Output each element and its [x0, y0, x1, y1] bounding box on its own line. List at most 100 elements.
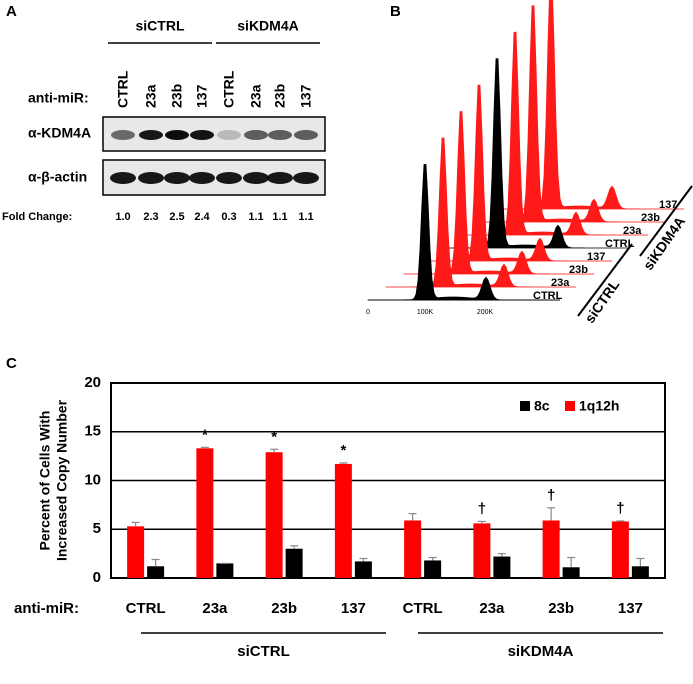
legend-label: 1q12h [579, 398, 619, 414]
bar [562, 567, 580, 578]
trace-label: 23a [551, 277, 570, 289]
blot-band [165, 130, 189, 140]
fold-change-label: Fold Change: [2, 211, 72, 223]
blot-band [111, 130, 135, 140]
histogram-trace [493, 0, 684, 210]
bar [631, 566, 649, 578]
trace-label: 23b [569, 264, 588, 276]
annotation: * [340, 442, 346, 459]
bar [611, 521, 629, 578]
plot-frame [110, 382, 666, 579]
fold-change: 1.1 [298, 211, 313, 223]
x-tick-label: 200K [477, 309, 494, 316]
group-label: siCTRL [237, 643, 290, 660]
bar [285, 548, 303, 578]
blot-band [164, 172, 190, 184]
blot-band [217, 130, 241, 140]
fold-change: 0.3 [221, 211, 236, 223]
group-line [577, 243, 633, 317]
lane-label: 137 [298, 84, 314, 108]
group-label: siCTRL [136, 18, 185, 34]
legend-label: 8c [534, 398, 550, 414]
bar [196, 448, 214, 578]
bar [473, 523, 491, 578]
blot-label: α-KDM4A [28, 125, 91, 141]
fold-change: 2.5 [169, 211, 184, 223]
blot-band [244, 130, 268, 140]
y-tick-label: 15 [84, 423, 101, 440]
lane-label: 23a [248, 84, 264, 108]
group-label: siKDM4A [508, 643, 574, 660]
x-tick-label: 100K [417, 309, 434, 316]
legend-swatch [565, 401, 575, 411]
blot-band [110, 172, 136, 184]
group-label: siKDM4A [237, 18, 298, 34]
trace-label: 23a [623, 225, 642, 237]
x-tick-label: 23b [548, 600, 574, 617]
bar [404, 520, 422, 578]
y-tick-label: 10 [84, 471, 101, 488]
panel-letter: C [6, 355, 17, 372]
x-tick-label: 23a [479, 600, 505, 617]
annotation: † [616, 500, 624, 517]
row-label: anti-miR: [28, 90, 89, 106]
error-bar [547, 507, 556, 521]
panel-letter: B [390, 3, 401, 20]
lane-label: 23b [272, 84, 288, 108]
lane-label: CTRL [115, 70, 131, 108]
histogram-trace [475, 5, 666, 223]
error-bar [200, 446, 209, 449]
fold-change: 2.3 [143, 211, 158, 223]
y-tick-label: 5 [93, 520, 101, 537]
trace-label: 137 [587, 251, 605, 263]
group-line [639, 185, 693, 257]
x-tick-label: 137 [618, 600, 643, 617]
error-bar [131, 521, 140, 527]
x-tick-label: 0 [366, 309, 370, 316]
bar [265, 452, 283, 578]
x-tick-label: CTRL [403, 600, 443, 617]
bar [354, 561, 372, 578]
y-axis-label: Percent of Cells With [37, 411, 53, 551]
bar [493, 556, 511, 578]
error-bar [408, 513, 417, 521]
annotation: * [271, 428, 277, 445]
bar [147, 566, 165, 578]
error-bar [270, 448, 279, 453]
blot-label: α-β-actin [28, 169, 87, 185]
blot-band [268, 130, 292, 140]
x-tick-label: 23a [202, 600, 228, 617]
lane-label: 23a [143, 84, 159, 108]
lane-label: 23b [169, 84, 185, 108]
error-bar [359, 557, 368, 562]
annotation: * [202, 426, 208, 443]
y-tick-label: 20 [84, 374, 101, 391]
bar [424, 560, 442, 578]
blot-band [139, 130, 163, 140]
lane-label: 137 [194, 84, 210, 108]
error-bar [567, 556, 576, 568]
error-bar [477, 520, 486, 524]
bar [542, 520, 560, 578]
blot-band [267, 172, 293, 184]
error-bar [151, 558, 160, 567]
blot-band [216, 172, 242, 184]
blot-band [243, 172, 269, 184]
bar [334, 463, 352, 578]
trace-label: CTRL [533, 290, 563, 302]
lane-label: CTRL [221, 70, 237, 108]
blot-band [190, 130, 214, 140]
legend-swatch [520, 401, 530, 411]
y-tick-label: 0 [93, 569, 101, 586]
bar [127, 526, 145, 578]
trace-label: CTRL [605, 238, 635, 250]
fold-change: 1.1 [272, 211, 287, 223]
row-label: anti-miR: [14, 600, 79, 617]
annotation: † [478, 500, 486, 517]
trace-label: 23b [641, 212, 660, 224]
error-bar [428, 556, 437, 561]
fold-change: 1.1 [248, 211, 263, 223]
x-tick-label: CTRL [126, 600, 166, 617]
trace-label: 137 [659, 199, 677, 211]
